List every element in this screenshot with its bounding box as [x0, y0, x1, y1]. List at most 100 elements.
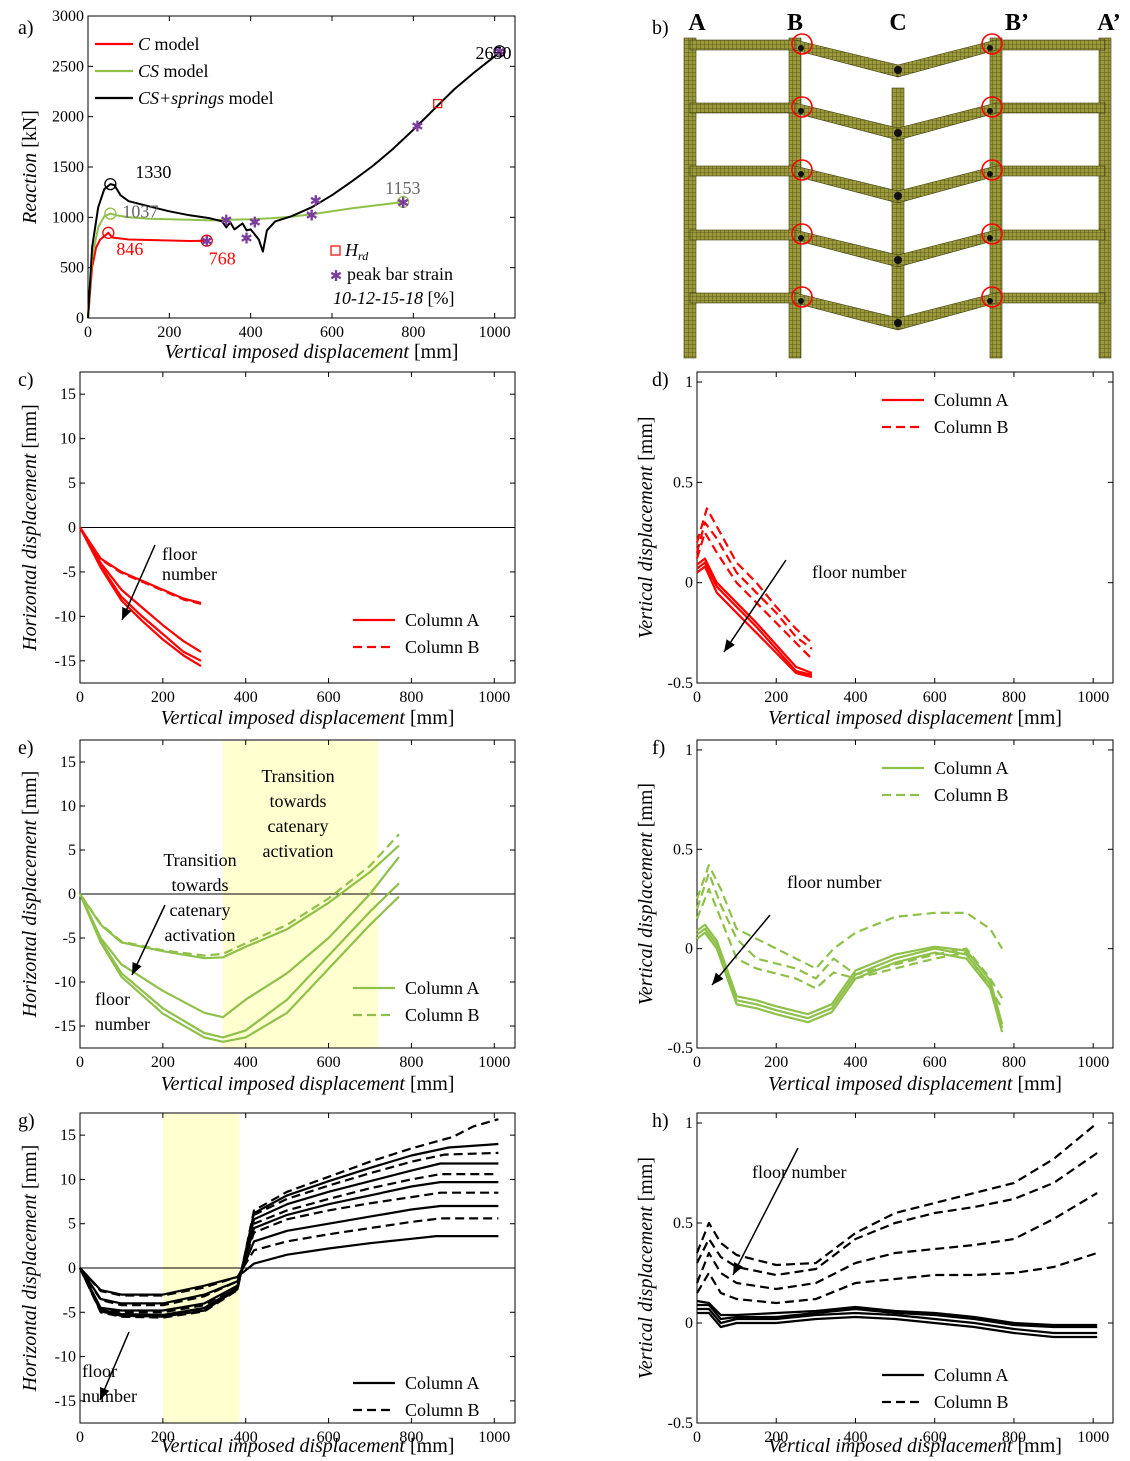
chart-d-floor-arrow — [723, 559, 787, 653]
chart-c-xtick-label: 0 — [76, 689, 84, 706]
chart-f-legend-label: Column B — [934, 785, 1009, 805]
chart-f-xtick-label: 400 — [843, 1054, 867, 1071]
chart-e-band-text: catenary — [268, 816, 329, 836]
peak-label: 1330 — [135, 162, 171, 182]
frame-diagram: b) A B C B’ A’ — [652, 10, 1121, 359]
chart-d-legend-label: Column B — [934, 417, 1009, 437]
chart-d-ytick-label: 1 — [685, 374, 693, 391]
chart-f-legend-label: Column A — [934, 758, 1009, 778]
frame-column — [989, 37, 1003, 359]
chart-e-band-text: Transition — [261, 766, 334, 786]
chart-g-floor-arrow — [99, 1331, 130, 1401]
frame-joint — [987, 235, 993, 241]
chart-e-arrowhead — [132, 962, 142, 975]
chart-e-ytick-label: -15 — [55, 1018, 76, 1035]
chart-e-ytick-label: 10 — [60, 798, 76, 815]
chart-g-legend-label: Column A — [405, 1373, 480, 1393]
chart-h-xtick-label: 600 — [923, 1429, 947, 1446]
chart-e-floor-number-label: floor — [95, 989, 130, 1009]
chart-h-series-3-column-a — [696, 1299, 1098, 1327]
peak-label: 2650 — [476, 43, 512, 63]
frame-joint — [987, 108, 993, 114]
chart-f-series-4-column-b — [695, 872, 1004, 999]
hinge-circle — [981, 286, 1003, 308]
peak-strain-star: ✱ — [305, 208, 318, 224]
hinge-circle — [791, 96, 813, 118]
chart-g-ylabel: Horizontal displacement [mm] — [19, 1145, 41, 1393]
frame-beam — [995, 102, 1106, 114]
chart-g-floor-number-label: number — [82, 1386, 137, 1406]
chart-g-ytick-label: 15 — [60, 1127, 76, 1144]
chart-d-xtick-label: 600 — [923, 689, 947, 706]
frame-joint — [894, 66, 902, 74]
chart-g-arrowhead — [100, 1387, 110, 1400]
chart-a-xtick-label: 200 — [157, 324, 181, 341]
frame-column — [788, 37, 802, 359]
chart-f-series-1-column-a — [696, 927, 1004, 1029]
chart-a-panel-label: a) — [18, 17, 34, 39]
frame-column — [683, 37, 697, 359]
chart-c-ylabel: Horizontal displacement [mm] — [19, 404, 41, 652]
chart-h-ytick-label: 1 — [685, 1115, 693, 1132]
frame-beam-sagging — [897, 229, 997, 268]
chart-a-ytick-label: 0 — [76, 310, 84, 327]
chart-c-ytick-label: 5 — [68, 475, 76, 492]
peak-marker — [397, 195, 410, 209]
chart-e-xtick-label: 600 — [317, 1054, 341, 1071]
chart-f-ytick-label: 0 — [685, 941, 693, 958]
chart-c-ytick-label: 10 — [60, 431, 76, 448]
chart-h-ylabel: Vertical displacement [mm] — [635, 1157, 657, 1379]
chart-g-series-4-column-a — [79, 1181, 499, 1312]
frame-beam — [995, 229, 1106, 241]
frame-beam — [995, 165, 1106, 177]
chart-a-ytick-label: 500 — [60, 260, 84, 277]
peak-strain-star: ✱ — [411, 120, 424, 136]
peak-label: 1037 — [122, 202, 158, 222]
chart-c-series-4-column-a — [79, 526, 202, 668]
chart-f-xtick-label: 800 — [1002, 1054, 1026, 1071]
frame-beam-sagging — [897, 165, 997, 204]
chart-e-xtick-label: 0 — [76, 1054, 84, 1071]
chart-h-axes-box — [696, 1112, 1114, 1424]
chart-c-arrowhead — [122, 607, 132, 620]
chart-h-series-4-column-b — [696, 1251, 1098, 1305]
chart-g-band-text: catenary — [170, 900, 231, 920]
frame-beam-sagging — [794, 229, 899, 268]
diagram-panel-label: b) — [652, 17, 669, 39]
frame-beam — [689, 165, 796, 177]
chart-c-series-1-column-b — [79, 526, 202, 605]
peak-label: 768 — [209, 249, 236, 269]
chart-g-xlabel: Vertical imposed displacement [mm] — [161, 1435, 455, 1457]
chart-a-xtick-label: 600 — [320, 324, 344, 341]
chart-g-ytick-label: 0 — [68, 1260, 76, 1277]
chart-f-floor-arrow — [711, 914, 771, 986]
hinge-circle — [981, 96, 1003, 118]
chart-a-xlabel: Vertical imposed displacement [mm] — [165, 341, 459, 363]
peak-strain-star: ✱ — [309, 194, 322, 210]
chart-c-xtick-label: 400 — [234, 689, 258, 706]
frame-beam-sagging — [794, 292, 899, 331]
chart-h-xtick-label: 0 — [693, 1429, 701, 1446]
hinge-circle — [791, 33, 813, 55]
chart-f-floor-number-label: floor number — [787, 872, 881, 892]
chart-e-floor-number-label: number — [95, 1014, 150, 1034]
chart-h-xtick-label: 400 — [843, 1429, 867, 1446]
frame-column — [891, 87, 905, 329]
chart-e-floor-arrow — [131, 904, 166, 976]
chart-d-ytick-label: -0.5 — [668, 675, 693, 692]
chart-g-xtick-label: 0 — [76, 1429, 84, 1446]
chart-c-panel-label: c) — [18, 369, 34, 391]
chart-g-series-0-column-a — [79, 1235, 499, 1296]
legend-star-marker: ✱ — [330, 269, 343, 285]
chart-e-series-0-column-a — [79, 844, 400, 960]
chart-a-xtick-label: 400 — [239, 324, 263, 341]
chart-e-band-text: activation — [263, 841, 334, 861]
diagram-column-label: A — [688, 10, 706, 36]
chart-d-legend-label: Column A — [934, 390, 1009, 410]
chart-g-band-text: towards — [172, 875, 229, 895]
chart-h-series-1-column-a — [697, 1307, 1098, 1335]
frame-joint — [894, 319, 902, 327]
frame-beam — [995, 39, 1106, 51]
diagram-column-label: C — [889, 10, 906, 36]
chart-f-ytick-label: 1 — [685, 742, 693, 759]
